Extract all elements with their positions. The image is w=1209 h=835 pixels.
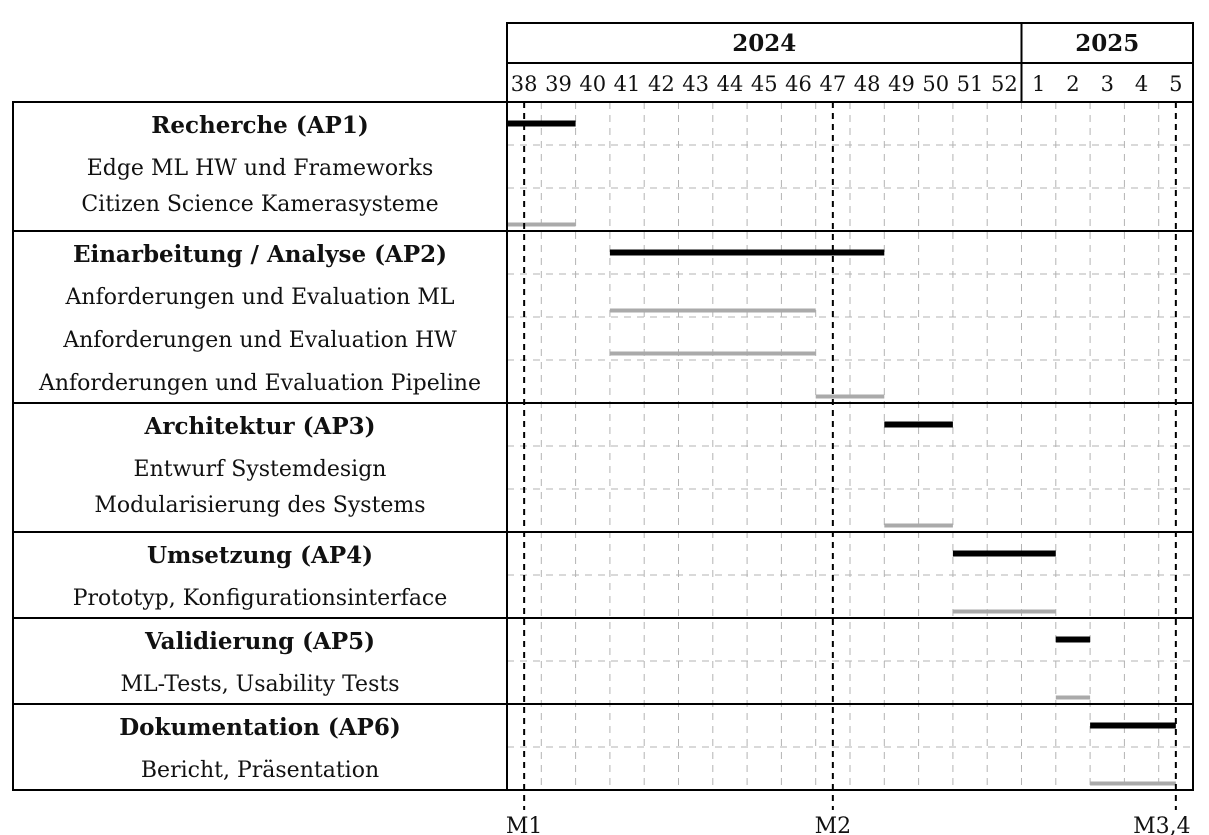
week-grid bbox=[507, 102, 1193, 790]
bars bbox=[507, 120, 1176, 786]
group-title: Umsetzung (AP4) bbox=[147, 542, 373, 569]
task-label: Entwurf Systemdesign bbox=[134, 457, 387, 482]
milestone-label: M1 bbox=[506, 814, 543, 835]
week-label: 48 bbox=[854, 72, 881, 96]
week-label: 50 bbox=[922, 72, 949, 96]
week-label: 43 bbox=[682, 72, 709, 96]
group-title: Dokumentation (AP6) bbox=[119, 714, 401, 741]
week-label: 2 bbox=[1066, 72, 1079, 96]
week-label: 47 bbox=[819, 72, 846, 96]
week-label: 52 bbox=[991, 72, 1018, 96]
task-label: Citizen Science Kamerasysteme bbox=[81, 192, 438, 217]
week-label: 3 bbox=[1101, 72, 1114, 96]
week-label: 51 bbox=[957, 72, 984, 96]
task-label: ML-Tests, Usability Tests bbox=[121, 672, 400, 697]
week-label: 45 bbox=[751, 72, 778, 96]
week-label: 41 bbox=[614, 72, 641, 96]
task-label: Anforderungen und Evaluation HW bbox=[62, 328, 457, 353]
milestone-label: M2 bbox=[815, 814, 852, 835]
task-label: Edge ML HW und Frameworks bbox=[87, 156, 434, 181]
milestones bbox=[523, 102, 1177, 810]
group-block-frame bbox=[12, 703, 1194, 791]
group-title: Architektur (AP3) bbox=[144, 413, 376, 440]
year-label: 2024 bbox=[732, 30, 796, 57]
task-label: Modularisierung des Systems bbox=[94, 493, 425, 518]
task-label: Bericht, Präsentation bbox=[141, 758, 379, 783]
task-label: Prototyp, Konfigurationsinterface bbox=[73, 586, 448, 611]
week-label: 46 bbox=[785, 72, 812, 96]
week-label: 1 bbox=[1032, 72, 1045, 96]
task-label: Anforderungen und Evaluation ML bbox=[65, 285, 455, 310]
week-label: 38 bbox=[511, 72, 538, 96]
task-label: Anforderungen und Evaluation Pipeline bbox=[38, 371, 481, 396]
group-title: Einarbeitung / Analyse (AP2) bbox=[73, 241, 447, 268]
week-label: 39 bbox=[545, 72, 572, 96]
week-label: 4 bbox=[1135, 72, 1148, 96]
week-label: 40 bbox=[579, 72, 606, 96]
table-frame bbox=[12, 22, 1194, 791]
group-title: Validierung (AP5) bbox=[144, 628, 375, 655]
year-label: 2025 bbox=[1075, 30, 1139, 57]
group-title: Recherche (AP1) bbox=[151, 112, 369, 139]
week-label: 5 bbox=[1169, 72, 1182, 96]
week-label: 42 bbox=[648, 72, 675, 96]
week-label: 49 bbox=[888, 72, 915, 96]
week-label: 44 bbox=[717, 72, 744, 96]
milestone-label: M3,4 bbox=[1133, 814, 1191, 835]
